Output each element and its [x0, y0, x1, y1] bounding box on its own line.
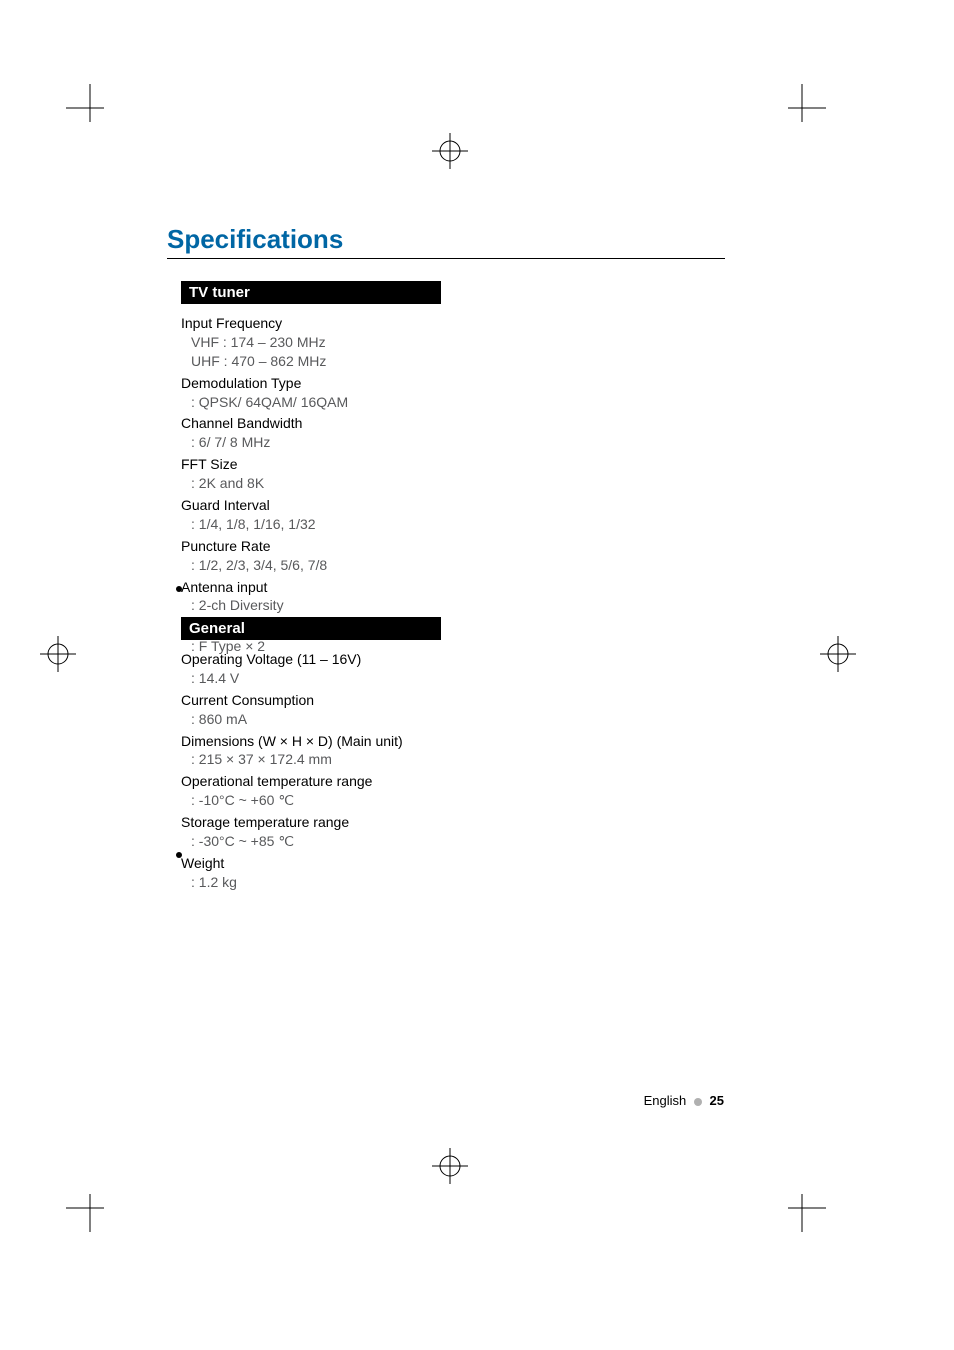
spec-item: Weight: 1.2 kg	[181, 854, 441, 892]
spec-label: Input Frequency	[181, 314, 441, 333]
section-tv-tuner: TV tuner Input FrequencyVHF : 174 – 230 …	[181, 281, 441, 659]
spec-value: : -10°C ~ +60 ℃	[181, 791, 441, 810]
spec-item: Operational temperature range: -10°C ~ +…	[181, 772, 441, 810]
spec-item: Storage temperature range: -30°C ~ +85 ℃	[181, 813, 441, 851]
spec-item: Demodulation Type: QPSK/ 64QAM/ 16QAM	[181, 374, 441, 412]
page-footer: English 25	[644, 1093, 724, 1108]
spec-value: UHF : 470 – 862 MHz	[181, 352, 441, 371]
bullet-dot	[176, 852, 182, 858]
spec-value: : 215 × 37 × 172.4 mm	[181, 750, 441, 769]
spec-label: Channel Bandwidth	[181, 414, 441, 433]
crop-mark-bl	[66, 1172, 126, 1232]
spec-value: : 1/2, 2/3, 3/4, 5/6, 7/8	[181, 556, 441, 575]
section-header-general: General	[181, 617, 441, 640]
spec-item: Operating Voltage (11 – 16V): 14.4 V	[181, 650, 441, 688]
spec-item: Input FrequencyVHF : 174 – 230 MHzUHF : …	[181, 314, 441, 371]
crop-mark-br	[766, 1172, 826, 1232]
spec-value: VHF : 174 – 230 MHz	[181, 333, 441, 352]
spec-value: : 1/4, 1/8, 1/16, 1/32	[181, 515, 441, 534]
spec-label: Dimensions (W × H × D) (Main unit)	[181, 732, 441, 751]
title-underline	[167, 258, 725, 259]
spec-label: FFT Size	[181, 455, 441, 474]
bullet-dot	[176, 586, 182, 592]
footer-page-number: 25	[710, 1093, 724, 1108]
spec-value: : 860 mA	[181, 710, 441, 729]
spec-item: Current Consumption: 860 mA	[181, 691, 441, 729]
spec-value: : 6/ 7/ 8 MHz	[181, 433, 441, 452]
spec-item: Channel Bandwidth: 6/ 7/ 8 MHz	[181, 414, 441, 452]
spec-label: Puncture Rate	[181, 537, 441, 556]
registration-mark-bottom	[432, 1148, 468, 1184]
section-general: General Operating Voltage (11 – 16V): 14…	[181, 617, 441, 895]
footer-language: English	[644, 1093, 687, 1108]
spec-label: Storage temperature range	[181, 813, 441, 832]
spec-label: Antenna input	[181, 578, 441, 597]
spec-item: Antenna input: 2-ch Diversity	[181, 578, 441, 616]
spec-label: Demodulation Type	[181, 374, 441, 393]
footer-circle-icon	[694, 1098, 702, 1106]
spec-value: : 1.2 kg	[181, 873, 441, 892]
registration-mark-top	[432, 133, 468, 169]
spec-item: Dimensions (W × H × D) (Main unit): 215 …	[181, 732, 441, 770]
spec-label: Operational temperature range	[181, 772, 441, 791]
spec-item: FFT Size: 2K and 8K	[181, 455, 441, 493]
spec-value: : QPSK/ 64QAM/ 16QAM	[181, 393, 441, 412]
section-header-tv-tuner: TV tuner	[181, 281, 441, 304]
spec-value: : 2-ch Diversity	[181, 596, 441, 615]
registration-mark-right	[820, 636, 856, 672]
spec-label: Current Consumption	[181, 691, 441, 710]
page-title: Specifications	[167, 224, 343, 255]
spec-item: Guard Interval: 1/4, 1/8, 1/16, 1/32	[181, 496, 441, 534]
registration-mark-left	[40, 636, 76, 672]
spec-value: : 2K and 8K	[181, 474, 441, 493]
spec-value: : 14.4 V	[181, 669, 441, 688]
crop-mark-tr	[766, 84, 826, 144]
spec-item: Puncture Rate: 1/2, 2/3, 3/4, 5/6, 7/8	[181, 537, 441, 575]
crop-mark-tl	[66, 84, 126, 144]
spec-value: : -30°C ~ +85 ℃	[181, 832, 441, 851]
spec-label: Weight	[181, 854, 441, 873]
spec-label: Guard Interval	[181, 496, 441, 515]
spec-label: Operating Voltage (11 – 16V)	[181, 650, 441, 669]
